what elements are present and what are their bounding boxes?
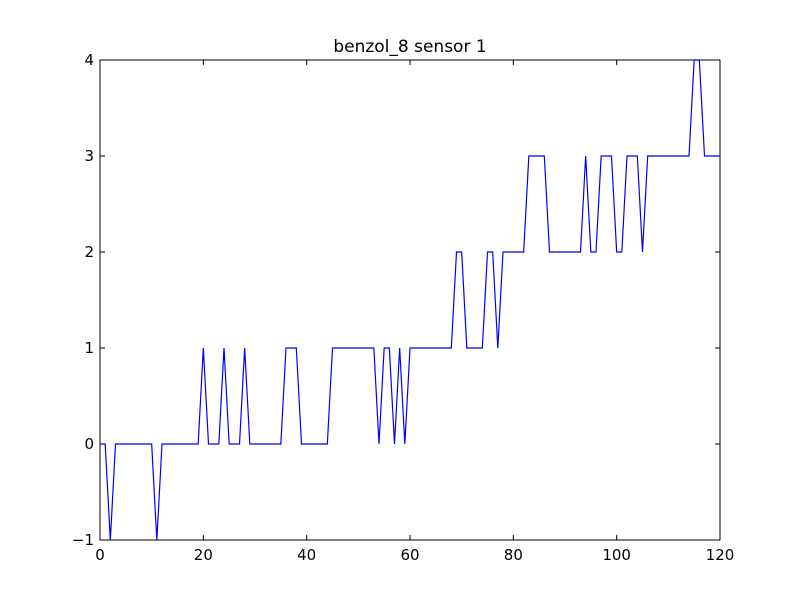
plot-frame xyxy=(99,59,721,541)
plot-area-border xyxy=(99,59,721,541)
x-tick-label: 0 xyxy=(95,546,105,564)
series-line-0 xyxy=(100,59,720,541)
y-tick-label: −1 xyxy=(72,531,94,549)
y-tick-label: 2 xyxy=(84,243,94,261)
series-layer xyxy=(100,59,720,541)
x-tick-label: 60 xyxy=(400,546,419,564)
chart-title: benzol_8 sensor 1 xyxy=(333,37,486,57)
x-tick-label: 100 xyxy=(602,546,631,564)
x-tick-label: 120 xyxy=(706,546,735,564)
x-tick-label: 40 xyxy=(297,546,316,564)
y-tick-label: 0 xyxy=(84,435,94,453)
y-tick-label: 4 xyxy=(84,51,94,69)
x-tick-label: 20 xyxy=(194,546,213,564)
y-tick-label: 1 xyxy=(84,339,94,357)
y-tick-label: 3 xyxy=(84,147,94,165)
y-axis: −1 0 1 2 3 4 xyxy=(72,51,720,549)
x-axis: 0 20 40 60 80 100 120 xyxy=(95,60,734,564)
x-tick-label: 80 xyxy=(504,546,523,564)
